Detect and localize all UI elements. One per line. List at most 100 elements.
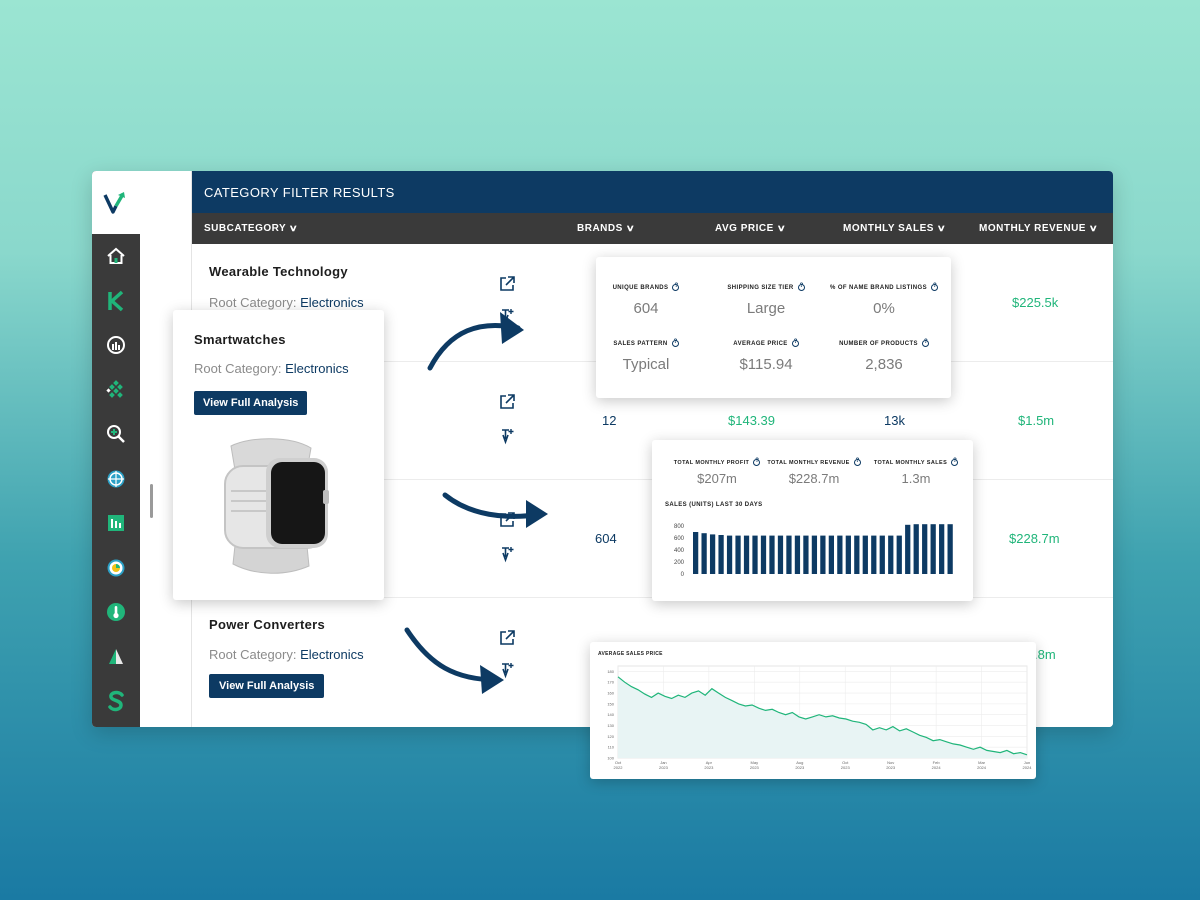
- help-icon[interactable]: [921, 339, 929, 347]
- help-icon[interactable]: [791, 339, 799, 347]
- stat-value: Typical: [622, 356, 670, 373]
- s-logo-icon[interactable]: [92, 679, 140, 724]
- row-title[interactable]: Power Converters: [209, 617, 326, 632]
- row-monthly-revenue: $1.5m: [1018, 413, 1055, 428]
- column-monthly-sales[interactable]: MONTHLY SALES ∨: [843, 213, 947, 244]
- stat-label: % OF NAME BRAND LISTINGS: [830, 284, 927, 291]
- sail-icon[interactable]: [92, 635, 140, 680]
- y-tick-label: 400: [674, 548, 685, 554]
- row-avg-price: $143.39: [728, 413, 775, 428]
- category-stats-card: UNIQUE BRANDS 604 SHIPPING SIZE TIER Lar…: [596, 257, 951, 398]
- smartwatch-root-category: Root Category: Electronics: [194, 361, 349, 376]
- y-tick-label: 800: [674, 524, 685, 530]
- help-icon[interactable]: [672, 283, 680, 291]
- pin-add-icon[interactable]: [495, 304, 519, 328]
- stat-value: Large: [746, 300, 786, 317]
- y-tick-label: 160: [607, 691, 614, 696]
- line-area-fill: [618, 676, 1027, 758]
- smartwatch-card: Smartwatches Root Category: Electronics …: [173, 310, 384, 600]
- column-brands[interactable]: BRANDS ∨: [577, 213, 635, 244]
- smartwatch-image: [224, 438, 329, 574]
- open-external-icon[interactable]: [495, 390, 519, 414]
- stat-value: $228.7m: [788, 471, 840, 486]
- help-icon[interactable]: [753, 458, 761, 466]
- pin-add-icon[interactable]: [495, 424, 519, 448]
- row-monthly-sales: 13k: [884, 413, 905, 428]
- donut-icon[interactable]: [92, 546, 140, 591]
- help-icon[interactable]: [671, 339, 679, 347]
- help-icon[interactable]: [951, 458, 959, 466]
- open-external-icon[interactable]: [495, 626, 519, 650]
- bar: [777, 535, 784, 574]
- open-external-icon[interactable]: [495, 508, 519, 532]
- crosshair-icon[interactable]: [92, 457, 140, 502]
- column-label: MONTHLY SALES: [843, 223, 934, 234]
- bar: [709, 534, 716, 574]
- y-tick-label: 140: [607, 712, 614, 717]
- diamond-grid-icon[interactable]: [92, 368, 140, 413]
- bar: [930, 524, 936, 574]
- pin-add-icon[interactable]: [495, 658, 519, 682]
- bar-chart-icon[interactable]: [92, 501, 140, 546]
- home-icon[interactable]: [92, 234, 140, 279]
- smartwatch-title[interactable]: Smartwatches: [194, 332, 286, 347]
- stat-value: 2,836: [865, 356, 903, 373]
- bar: [752, 535, 758, 574]
- help-icon[interactable]: [797, 283, 805, 291]
- root-label: Root Category:: [209, 647, 297, 662]
- stat-total-monthly-revenue: TOTAL MONTHLY REVENUE $228.7m: [764, 458, 864, 486]
- sidebar: [92, 171, 140, 727]
- bar: [735, 535, 741, 574]
- stat-label: SHIPPING SIZE TIER: [727, 284, 794, 291]
- bar: [854, 535, 860, 574]
- root-category-link[interactable]: Electronics: [285, 361, 349, 376]
- y-tick-label: 180: [607, 669, 614, 674]
- x-tick-label: Jan: [660, 760, 666, 765]
- k-logo-icon[interactable]: [92, 279, 140, 324]
- bar: [913, 524, 919, 574]
- help-icon[interactable]: [853, 458, 861, 466]
- column-monthly-revenue[interactable]: MONTHLY REVENUE ∨: [979, 213, 1098, 244]
- x-tick-year: 2023: [750, 765, 760, 770]
- chevron-down-icon: ∨: [776, 223, 787, 233]
- stat-total-monthly-profit: TOTAL MONTHLY PROFIT $207m: [667, 458, 767, 486]
- bar: [794, 535, 801, 574]
- x-tick-label: Mar: [978, 760, 986, 765]
- open-external-icon[interactable]: [495, 272, 519, 296]
- y-tick-label: 150: [607, 701, 614, 706]
- stat-label: NUMBER OF PRODUCTS: [839, 340, 918, 347]
- view-full-analysis-button[interactable]: View Full Analysis: [209, 674, 325, 698]
- y-tick-label: 600: [674, 536, 685, 542]
- row-title[interactable]: Wearable Technology: [209, 264, 348, 279]
- help-icon[interactable]: [930, 283, 938, 291]
- column-subcategory[interactable]: SUBCATEGORY ∨: [204, 213, 298, 244]
- bar: [726, 535, 733, 574]
- row-brands: 12: [602, 413, 617, 428]
- avg-price-card: AVERAGE SALES PRICE 180 170 160 150 140 130 12…: [590, 642, 1036, 779]
- column-avg-price[interactable]: AVG PRICE ∨: [715, 213, 787, 244]
- resize-handle[interactable]: [150, 484, 153, 518]
- pin-add-icon[interactable]: [495, 542, 519, 566]
- thermometer-icon[interactable]: [92, 590, 140, 635]
- stat-label: SALES PATTERN: [613, 340, 668, 347]
- x-tick-label: Nov: [887, 760, 894, 765]
- root-label: Root Category:: [194, 361, 282, 376]
- row-monthly-revenue: $228.7m: [1009, 531, 1060, 546]
- column-label: AVG PRICE: [715, 223, 774, 234]
- bar: [828, 535, 835, 574]
- magnifier-icon[interactable]: [92, 412, 140, 457]
- sales-summary-card: TOTAL MONTHLY PROFIT $207m TOTAL MONTHLY…: [652, 440, 973, 601]
- app-logo[interactable]: [92, 171, 140, 234]
- gauge-icon[interactable]: [92, 323, 140, 368]
- table-row[interactable]: Power Converters Root Category: Electron…: [192, 598, 1113, 716]
- x-tick-year: 2023: [795, 765, 805, 770]
- bar: [701, 533, 707, 574]
- chevron-down-icon: ∨: [936, 223, 947, 233]
- view-full-analysis-button[interactable]: View Full Analysis: [194, 391, 308, 415]
- root-category-link[interactable]: Electronics: [300, 295, 364, 310]
- row-root-category: Root Category: Electronics: [209, 647, 364, 662]
- stat-name-brand-listings: % OF NAME BRAND LISTINGS 0%: [824, 283, 944, 317]
- stat-label: TOTAL MONTHLY SALES: [873, 459, 948, 466]
- root-category-link[interactable]: Electronics: [300, 647, 364, 662]
- bar: [693, 532, 699, 574]
